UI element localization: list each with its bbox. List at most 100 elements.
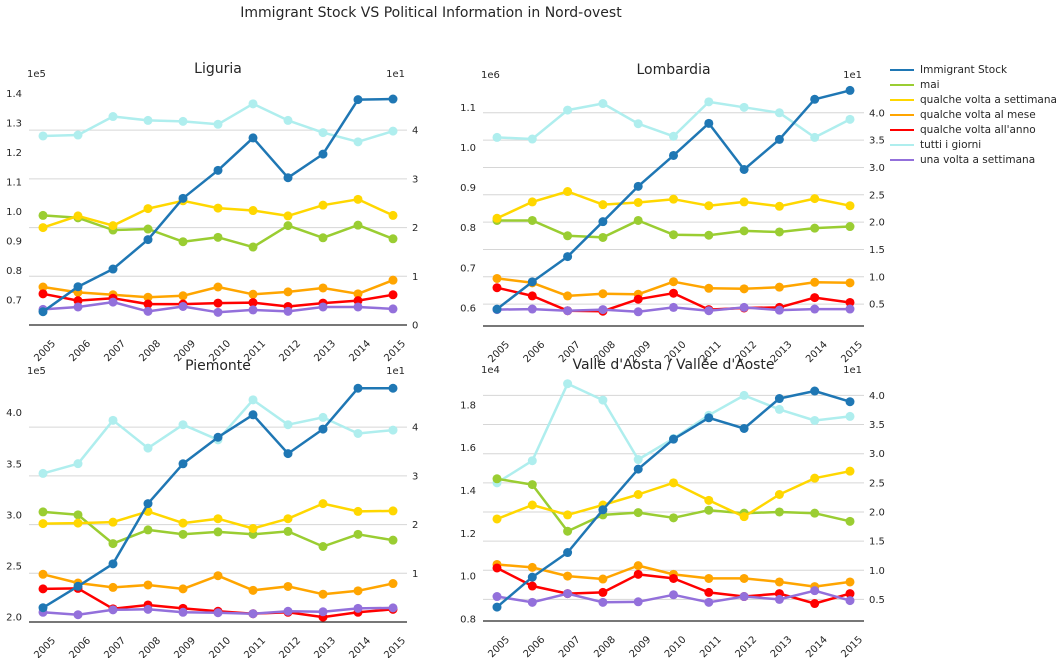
right-tick-label: 1.5 (869, 537, 885, 548)
data-point (108, 559, 118, 569)
data-point (492, 592, 502, 602)
data-point (143, 306, 153, 316)
data-point (774, 577, 784, 587)
data-point (492, 304, 502, 314)
left-tick-label: 0.7 (460, 263, 476, 274)
data-point (669, 230, 678, 240)
data-point (704, 97, 714, 107)
data-point (178, 529, 188, 539)
x-tick-label: 2007 (557, 634, 583, 658)
data-point (213, 298, 223, 308)
data-point (213, 232, 223, 242)
data-point (774, 394, 784, 404)
data-point (73, 518, 83, 528)
data-point (739, 573, 749, 583)
data-point (739, 284, 749, 294)
right-tick-label: 4.0 (869, 391, 885, 402)
left-tick-label: 2.0 (6, 612, 22, 623)
subplot-valle-d-aosta-vall-e-d-aoste: Valle d'Aosta / Vallée d'Aoste 1e4 1e1 0.8 1… (460, 357, 885, 658)
subplot-title: Valle d'Aosta / Vallée d'Aoste (572, 357, 774, 373)
legend-label: tutti i giorni (920, 138, 982, 151)
data-point (353, 95, 363, 105)
data-point (527, 277, 537, 287)
data-point (669, 302, 678, 312)
data-point (213, 282, 223, 292)
data-point (213, 527, 223, 537)
data-point (283, 606, 293, 616)
data-point (318, 589, 328, 599)
data-point (598, 200, 608, 210)
data-point (388, 383, 398, 393)
left-tick-label: 3.5 (6, 459, 22, 470)
data-point (492, 132, 502, 142)
data-point (318, 499, 328, 509)
data-point (739, 226, 749, 236)
left-tick-label: 3.0 (6, 510, 22, 521)
data-point (774, 282, 784, 292)
data-point (248, 410, 258, 420)
subplot-title: Piemonte (185, 358, 251, 374)
data-point (388, 535, 398, 545)
data-point (810, 508, 820, 518)
data-point (563, 187, 573, 197)
subplot-title: Lombardia (636, 62, 710, 78)
data-point (598, 505, 608, 515)
data-point (388, 603, 398, 613)
left-tick-label: 0.8 (460, 223, 476, 234)
data-point (845, 278, 855, 288)
data-point (108, 415, 118, 425)
legend-swatch (890, 143, 914, 146)
data-point (669, 573, 678, 583)
data-point (108, 297, 118, 307)
data-point (108, 221, 118, 231)
legend-label: qualche volta all'anno (920, 123, 1036, 136)
data-point (739, 302, 749, 312)
data-point (318, 424, 328, 434)
data-point (845, 589, 855, 599)
data-point (283, 221, 293, 231)
left-tick-label: 1.2 (6, 148, 22, 159)
data-point (739, 512, 749, 522)
data-point (810, 473, 820, 483)
right-tick-label: 1.5 (869, 245, 885, 256)
series-una-volta-a-settimana (38, 297, 398, 317)
left-tick-label: 0.9 (460, 183, 476, 194)
legend-swatch (890, 128, 914, 131)
left-tick-label: 1.1 (460, 103, 476, 114)
right-tick-label: 2.5 (869, 478, 885, 489)
series-line (496, 382, 851, 484)
data-point (353, 383, 363, 393)
data-point (810, 293, 820, 303)
data-point (143, 292, 153, 302)
data-point (527, 134, 537, 144)
data-point (248, 242, 258, 252)
data-point (527, 581, 537, 591)
data-point (143, 443, 153, 453)
data-point (318, 233, 328, 243)
series-qualche-volta-al-mese (38, 275, 398, 302)
data-point (178, 607, 188, 617)
x-tick-label: 2005 (486, 634, 512, 658)
data-point (143, 299, 153, 309)
data-point (633, 455, 643, 465)
data-point (563, 589, 573, 599)
data-point (178, 459, 188, 469)
right-tick-label: 0.5 (869, 595, 885, 606)
left-exponent-label: 1e6 (481, 70, 500, 81)
data-point (739, 164, 749, 174)
series-qualche-volta-a-settimana (38, 194, 398, 233)
data-point (633, 561, 643, 571)
data-point (810, 586, 820, 596)
data-point (283, 526, 293, 536)
data-point (669, 513, 678, 523)
left-tick-label: 0.7 (6, 295, 22, 306)
data-point (527, 456, 537, 466)
series-immigrant-stock (492, 386, 855, 612)
series-mai (492, 474, 855, 536)
data-point (739, 423, 749, 433)
data-point (388, 290, 398, 300)
right-tick-label: 2.5 (869, 190, 885, 201)
left-tick-label: 1.1 (6, 178, 22, 189)
data-point (248, 585, 258, 595)
